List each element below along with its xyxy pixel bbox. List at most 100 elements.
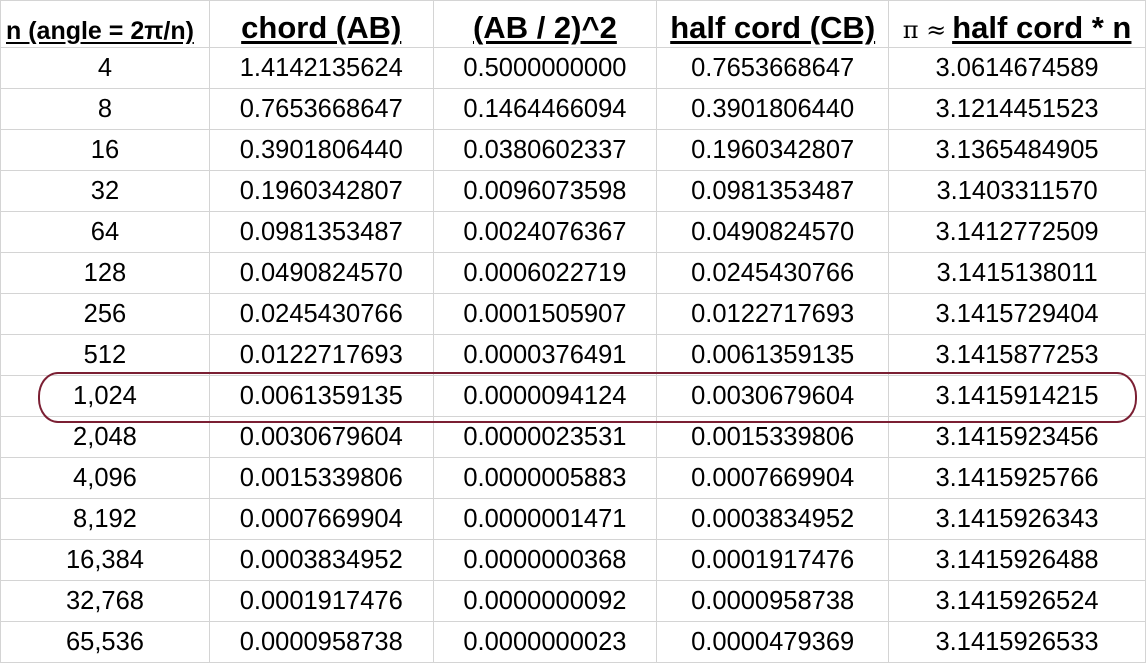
table-row: 32 0.1960342807 0.0096073598 0.0981353487 3.… xyxy=(0,170,1146,212)
cell-chord[interactable]: 0.0061359135 xyxy=(208,375,434,417)
cell-pi-estimate[interactable]: 3.0614674589 xyxy=(888,47,1146,89)
cell-half-cord[interactable]: 0.0061359135 xyxy=(656,334,890,376)
cell-ab-squared[interactable]: 0.0000005883 xyxy=(432,457,658,499)
cell-half-cord[interactable]: 0.3901806440 xyxy=(656,88,890,130)
cell-half-cord[interactable]: 0.0245430766 xyxy=(656,252,890,294)
cell-chord[interactable]: 0.0015339806 xyxy=(208,457,434,499)
cell-chord[interactable]: 0.0030679604 xyxy=(208,416,434,458)
table-row: 128 0.0490824570 0.0006022719 0.0245430766 3… xyxy=(0,252,1146,294)
header-ab-squared[interactable]: (AB / 2)^2 xyxy=(432,0,658,48)
cell-n[interactable]: 32 xyxy=(0,170,210,212)
cell-n[interactable]: 32,768 xyxy=(0,580,210,622)
cell-chord[interactable]: 0.1960342807 xyxy=(208,170,434,212)
cell-half-cord[interactable]: 0.0007669904 xyxy=(656,457,890,499)
cell-pi-estimate[interactable]: 3.1415877253 xyxy=(888,334,1146,376)
table-row: 64 0.0981353487 0.0024076367 0.0490824570 3.… xyxy=(0,211,1146,253)
cell-n[interactable]: 4 xyxy=(0,47,210,89)
cell-n[interactable]: 512 xyxy=(0,334,210,376)
pi-approx-symbol: π ≈ xyxy=(902,16,947,44)
cell-ab-squared[interactable]: 0.5000000000 xyxy=(432,47,658,89)
table-row: 65,536 0.0000958738 0.0000000023 0.00004793… xyxy=(0,621,1146,663)
cell-ab-squared[interactable]: 0.0000000368 xyxy=(432,539,658,581)
table-row: 16 0.3901806440 0.0380602337 0.1960342807 3.… xyxy=(0,129,1146,171)
cell-chord[interactable]: 0.0007669904 xyxy=(208,498,434,540)
table-row: 4,096 0.0015339806 0.0000005883 0.000766990… xyxy=(0,457,1146,499)
table-row: 1,024 0.0061359135 0.0000094124 0.003067960… xyxy=(0,375,1146,417)
cell-half-cord[interactable]: 0.0981353487 xyxy=(656,170,890,212)
cell-half-cord[interactable]: 0.7653668647 xyxy=(656,47,890,89)
table-row: 256 0.0245430766 0.0001505907 0.0122717693 3… xyxy=(0,293,1146,335)
cell-ab-squared[interactable]: 0.0380602337 xyxy=(432,129,658,171)
cell-n[interactable]: 64 xyxy=(0,211,210,253)
cell-chord[interactable]: 0.0245430766 xyxy=(208,293,434,335)
cell-pi-estimate[interactable]: 3.1403311570 xyxy=(888,170,1146,212)
cell-ab-squared[interactable]: 0.0000001471 xyxy=(432,498,658,540)
cell-pi-estimate[interactable]: 3.1415138011 xyxy=(888,252,1146,294)
cell-n[interactable]: 16 xyxy=(0,129,210,171)
cell-pi-estimate[interactable]: 3.1214451523 xyxy=(888,88,1146,130)
cell-ab-squared[interactable]: 0.0000000092 xyxy=(432,580,658,622)
cell-half-cord[interactable]: 0.0490824570 xyxy=(656,211,890,253)
cell-half-cord[interactable]: 0.0122717693 xyxy=(656,293,890,335)
cell-pi-estimate[interactable]: 3.1415926533 xyxy=(888,621,1146,663)
cell-half-cord[interactable]: 0.0001917476 xyxy=(656,539,890,581)
cell-n[interactable]: 1,024 xyxy=(0,375,210,417)
cell-ab-squared[interactable]: 0.0000094124 xyxy=(432,375,658,417)
cell-n[interactable]: 16,384 xyxy=(0,539,210,581)
table-row: 8 0.7653668647 0.1464466094 0.3901806440 3.1… xyxy=(0,88,1146,130)
table-row: 32,768 0.0001917476 0.0000000092 0.00009587… xyxy=(0,580,1146,622)
cell-chord[interactable]: 1.4142135624 xyxy=(208,47,434,89)
cell-ab-squared[interactable]: 0.1464466094 xyxy=(432,88,658,130)
table-row: 2,048 0.0030679604 0.0000023531 0.001533980… xyxy=(0,416,1146,458)
cell-ab-squared[interactable]: 0.0096073598 xyxy=(432,170,658,212)
cell-half-cord[interactable]: 0.0000479369 xyxy=(656,621,890,663)
header-half-cord[interactable]: half cord (CB) xyxy=(656,0,890,48)
cell-ab-squared[interactable]: 0.0006022719 xyxy=(432,252,658,294)
cell-half-cord[interactable]: 0.0015339806 xyxy=(656,416,890,458)
table-row: 4 1.4142135624 0.5000000000 0.7653668647 3.0… xyxy=(0,47,1146,89)
cell-n[interactable]: 8,192 xyxy=(0,498,210,540)
table-row: 16,384 0.0003834952 0.0000000368 0.00019174… xyxy=(0,539,1146,581)
table-row: 512 0.0122717693 0.0000376491 0.0061359135 3… xyxy=(0,334,1146,376)
cell-pi-estimate[interactable]: 3.1412772509 xyxy=(888,211,1146,253)
cell-chord[interactable]: 0.0000958738 xyxy=(208,621,434,663)
cell-n[interactable]: 8 xyxy=(0,88,210,130)
cell-half-cord[interactable]: 0.0030679604 xyxy=(656,375,890,417)
cell-half-cord[interactable]: 0.0000958738 xyxy=(656,580,890,622)
cell-n[interactable]: 2,048 xyxy=(0,416,210,458)
cell-ab-squared[interactable]: 0.0000000023 xyxy=(432,621,658,663)
cell-n[interactable]: 256 xyxy=(0,293,210,335)
cell-chord[interactable]: 0.0122717693 xyxy=(208,334,434,376)
cell-ab-squared[interactable]: 0.0000376491 xyxy=(432,334,658,376)
header-row: n (angle = 2π/n) chord (AB) (AB / 2)^2 h… xyxy=(0,0,1146,48)
cell-chord[interactable]: 0.0490824570 xyxy=(208,252,434,294)
cell-pi-estimate[interactable]: 3.1415925766 xyxy=(888,457,1146,499)
cell-pi-estimate[interactable]: 3.1415926488 xyxy=(888,539,1146,581)
cell-n[interactable]: 65,536 xyxy=(0,621,210,663)
cell-chord[interactable]: 0.0001917476 xyxy=(208,580,434,622)
cell-pi-estimate[interactable]: 3.1415926343 xyxy=(888,498,1146,540)
cell-chord[interactable]: 0.0003834952 xyxy=(208,539,434,581)
cell-n[interactable]: 4,096 xyxy=(0,457,210,499)
cell-pi-estimate[interactable]: 3.1415729404 xyxy=(888,293,1146,335)
cell-pi-estimate[interactable]: 3.1415926524 xyxy=(888,580,1146,622)
table-body: 4 1.4142135624 0.5000000000 0.7653668647 3.0… xyxy=(0,47,1146,663)
cell-pi-estimate[interactable]: 3.1365484905 xyxy=(888,129,1146,171)
cell-ab-squared[interactable]: 0.0000023531 xyxy=(432,416,658,458)
header-chord[interactable]: chord (AB) xyxy=(208,0,434,48)
cell-chord[interactable]: 0.0981353487 xyxy=(208,211,434,253)
header-n[interactable]: n (angle = 2π/n) xyxy=(0,0,210,48)
cell-ab-squared[interactable]: 0.0001505907 xyxy=(432,293,658,335)
cell-ab-squared[interactable]: 0.0024076367 xyxy=(432,211,658,253)
cell-n[interactable]: 128 xyxy=(0,252,210,294)
header-pi-estimate[interactable]: π ≈ half cord * n xyxy=(888,0,1146,48)
table-row: 8,192 0.0007669904 0.0000001471 0.000383495… xyxy=(0,498,1146,540)
cell-half-cord[interactable]: 0.1960342807 xyxy=(656,129,890,171)
header-pi-estimate-label: half cord * n xyxy=(952,10,1132,45)
cell-pi-estimate[interactable]: 3.1415923456 xyxy=(888,416,1146,458)
cell-chord[interactable]: 0.7653668647 xyxy=(208,88,434,130)
cell-pi-estimate[interactable]: 3.1415914215 xyxy=(888,375,1146,417)
cell-half-cord[interactable]: 0.0003834952 xyxy=(656,498,890,540)
cell-chord[interactable]: 0.3901806440 xyxy=(208,129,434,171)
